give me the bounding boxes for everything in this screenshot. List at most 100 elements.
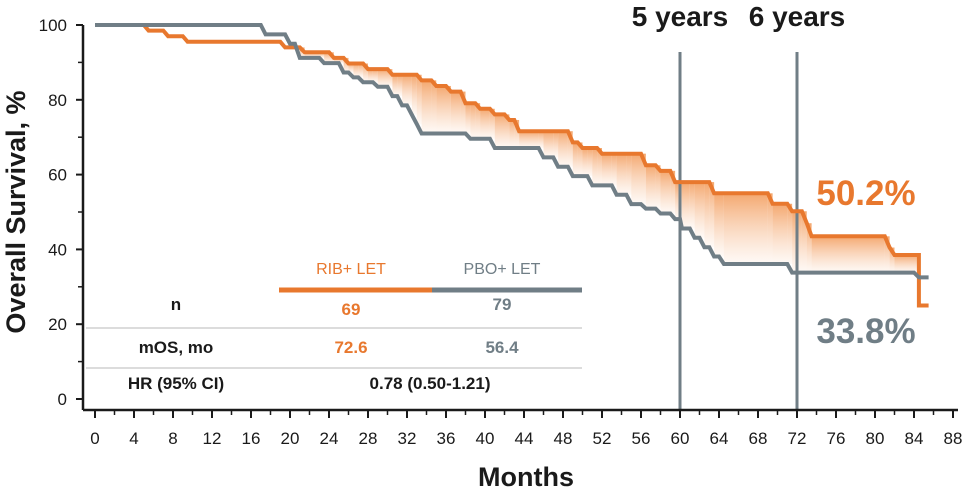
survival-difference-band — [543, 131, 554, 158]
x-tick-label: 60 — [671, 429, 690, 448]
survival-difference-band — [538, 131, 544, 149]
table-cell-n-rib: 69 — [342, 300, 361, 319]
survival-difference-band — [567, 131, 573, 167]
survival-difference-band — [436, 85, 446, 134]
survival-difference-band — [699, 182, 705, 238]
survival-difference-band — [626, 153, 632, 195]
table-cell-n-pbo: 79 — [493, 295, 512, 314]
survival-difference-band — [592, 148, 598, 186]
survival-difference-band — [460, 91, 466, 134]
x-tick-label: 4 — [129, 429, 138, 448]
survival-difference-band — [723, 193, 768, 264]
survival-difference-band — [694, 182, 700, 238]
survival-difference-band — [494, 114, 505, 149]
survival-difference-band — [397, 74, 403, 97]
survival-difference-band — [811, 236, 885, 273]
survival-difference-band — [416, 74, 422, 125]
survival-difference-band — [368, 69, 373, 83]
table-cell-mos-pbo: 56.4 — [485, 338, 519, 357]
survival-difference-band — [670, 170, 676, 214]
survival-difference-band — [572, 142, 578, 177]
survival-difference-band — [801, 211, 807, 273]
survival-difference-band — [602, 153, 612, 186]
survival-difference-band — [675, 182, 680, 220]
survival-difference-band — [611, 153, 617, 186]
survival-difference-band — [392, 74, 398, 97]
x-tick-label: 20 — [281, 429, 300, 448]
series-line-rib-let — [95, 23, 929, 308]
y-tick-label: 20 — [48, 315, 67, 334]
survival-difference-band — [348, 63, 354, 73]
y-axis-title: Overall Survival, % — [1, 90, 31, 333]
survival-difference-band — [689, 182, 695, 229]
x-tick-label: 12 — [203, 429, 222, 448]
x-tick-label: 80 — [866, 429, 885, 448]
survival-difference-band — [660, 170, 671, 214]
survival-difference-band — [645, 165, 656, 209]
y-tick-label: 40 — [48, 240, 67, 259]
survival-difference-band — [421, 80, 432, 134]
survival-difference-band — [616, 153, 627, 195]
table-header-pbo: PBO+ LET — [464, 261, 541, 278]
survival-difference-band — [324, 52, 329, 64]
survival-difference-band — [714, 193, 719, 257]
x-tick-label: 84 — [905, 429, 924, 448]
x-axis-title: Months — [478, 462, 574, 489]
survival-difference-band — [402, 74, 407, 106]
survival-difference-band — [304, 52, 320, 58]
survival-difference-band — [655, 165, 661, 209]
survival-difference-band — [641, 153, 646, 205]
survival-difference-band — [475, 103, 481, 139]
survival-difference-band — [597, 148, 602, 186]
y-tick-label: 60 — [48, 166, 67, 185]
survival-difference-band — [889, 247, 895, 273]
survival-difference-band — [884, 236, 890, 273]
x-tick-label: 8 — [168, 429, 177, 448]
survival-difference-band — [514, 119, 520, 149]
survival-difference-band — [681, 182, 690, 229]
year-marker-label: 6 years — [749, 1, 846, 32]
survival-difference-band — [587, 148, 593, 177]
survival-difference-band — [333, 57, 339, 64]
survival-difference-band — [411, 74, 417, 115]
survival-difference-band — [363, 63, 368, 83]
y-tick-label: 100 — [39, 16, 67, 35]
survival-difference-band — [377, 69, 388, 87]
x-tick-label: 44 — [515, 429, 534, 448]
survival-difference-band — [372, 69, 378, 83]
final-label-rib: 50.2% — [816, 174, 915, 213]
survival-difference-band — [387, 69, 393, 87]
survival-difference-band — [767, 193, 773, 264]
survival-difference-band — [894, 255, 914, 273]
survival-difference-band — [489, 108, 495, 139]
survival-difference-band — [704, 182, 710, 248]
survival-difference-band — [631, 153, 641, 205]
survival-difference-band — [519, 131, 539, 149]
table-header-rib: RIB+ LET — [316, 261, 386, 278]
x-tick-label: 68 — [749, 429, 768, 448]
x-tick-label: 32 — [398, 429, 417, 448]
table-row-label-mos: mOS, mo — [139, 338, 214, 357]
final-label-pbo: 33.8% — [816, 312, 915, 351]
survival-difference-band — [509, 119, 515, 149]
x-tick-label: 36 — [437, 429, 456, 448]
table-cell-hr: 0.78 (0.50-1.21) — [370, 374, 491, 393]
x-tick-label: 0 — [90, 429, 99, 448]
table-row-label-hr: HR (95% CI) — [128, 374, 224, 393]
survival-difference-band — [446, 85, 451, 134]
survival-difference-band — [338, 57, 344, 64]
table-row-label-n: n — [171, 295, 181, 314]
y-tick-label: 80 — [48, 91, 67, 110]
survival-difference-band — [582, 148, 588, 177]
survival-difference-band — [358, 63, 364, 78]
survival-difference-band — [719, 193, 724, 257]
survival-difference-band — [480, 108, 490, 139]
survival-difference-band — [914, 255, 919, 273]
survival-difference-band — [319, 52, 325, 58]
survival-difference-band — [806, 223, 812, 273]
series-line-pbo-let — [95, 23, 929, 280]
x-tick-label: 52 — [593, 429, 612, 448]
survival-difference-band — [787, 203, 793, 264]
survival-difference-band — [504, 114, 510, 149]
year-marker-label: 5 years — [632, 1, 729, 32]
